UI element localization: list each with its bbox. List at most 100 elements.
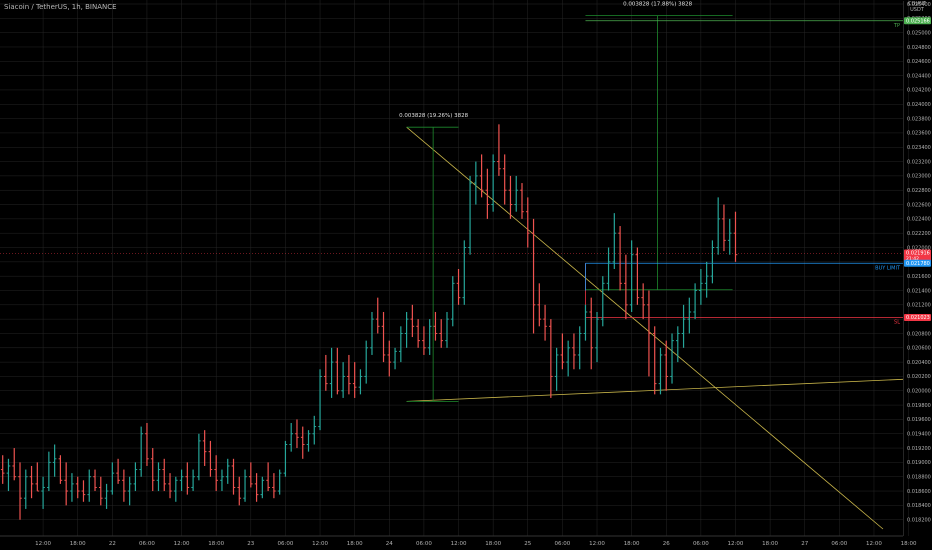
time-tick-label: 18:00: [624, 541, 640, 547]
ohlc-bar: [427, 319, 432, 355]
ohlc-bar: [260, 476, 265, 499]
ohlc-bar: [485, 168, 490, 219]
price-tick-label: 0.023400: [907, 145, 931, 151]
ohlc-bar: [560, 333, 565, 370]
ohlc-bar: [70, 473, 74, 502]
measure-2-label: 0.003828 (17.88%) 3828: [623, 2, 693, 8]
time-tick-label: 22: [109, 541, 116, 547]
ohlc-bar: [237, 476, 242, 506]
ohlc-bar: [508, 175, 513, 219]
ohlc-bar: [537, 283, 542, 327]
ohlc-bar: [341, 362, 345, 398]
price-badge: [904, 249, 931, 262]
time-tick-label: 12:00: [866, 541, 882, 547]
ohlc-bar: [220, 469, 224, 492]
time-tick-label: 25: [524, 541, 531, 547]
price-badge-text: 0.025166: [906, 18, 930, 24]
measure-tool-2: 0.003828 (17.88%) 3828: [585, 2, 733, 291]
ohlc-bar: [295, 419, 299, 449]
time-tick-label: 06:00: [831, 541, 847, 547]
ohlc-bar: [681, 304, 686, 348]
ohlc-bar: [156, 462, 161, 492]
ohlc-bar: [699, 269, 703, 305]
price-badge-text: 0.021916: [906, 251, 930, 257]
price-tick-label: 0.024000: [907, 102, 931, 108]
ohlc-bar: [185, 462, 190, 495]
time-tick-label: 18:00: [901, 541, 917, 547]
ohlc-bar: [710, 240, 715, 284]
ohlc-bar: [98, 476, 103, 506]
ohlc-bar: [393, 347, 397, 370]
ohlc-bar: [225, 458, 230, 484]
ohlc-bar: [249, 462, 253, 488]
ohlc-bar: [658, 347, 663, 395]
price-tick-label: 0.020000: [907, 389, 931, 395]
measure-1-label: 0.003828 (19.26%) 3828: [399, 113, 469, 119]
price-tick-label: 0.019400: [907, 432, 931, 438]
price-scale-divider: [903, 1, 904, 536]
ohlc-bar: [474, 161, 478, 205]
ohlc-bar: [641, 283, 645, 320]
ohlc-bar: [127, 476, 132, 506]
ohlc-bar: [693, 283, 697, 320]
price-tick-label: 0.025000: [907, 30, 931, 36]
trendline-descending: [406, 126, 884, 530]
ohlc-bar: [612, 213, 617, 270]
ohlc-bar: [468, 175, 472, 255]
measure-tool-1: 0.003828 (19.26%) 3828: [399, 113, 469, 402]
price-tick-label: 0.022600: [907, 202, 931, 208]
ohlc-bar: [162, 458, 167, 492]
time-tick-label: 18:00: [485, 541, 501, 547]
ohlc-bar: [87, 469, 92, 502]
ohlc-bar: [110, 462, 115, 495]
ohlc-bar: [595, 311, 599, 363]
ohlc-bar: [416, 319, 420, 348]
ohlc-bar: [93, 469, 97, 492]
ohlc-bar: [6, 458, 11, 492]
ohlc-bar: [139, 426, 143, 477]
time-tick-label: 18:00: [762, 541, 778, 547]
time-tick-label: 06:00: [278, 541, 294, 547]
ohlc-bar: [231, 458, 236, 495]
ohlc-bar: [0, 455, 5, 484]
price-tick-label: 0.018800: [907, 475, 931, 481]
ohlc-bar: [381, 311, 386, 363]
ohlc-bar: [81, 480, 86, 502]
ohlc-bar: [306, 430, 311, 452]
price-tick-label: 0.023800: [907, 116, 931, 122]
ohlc-bar: [266, 462, 270, 492]
ohlc-bar: [52, 444, 57, 477]
price-badge: [904, 17, 931, 25]
price-tick-label: 0.018200: [907, 517, 931, 523]
ohlc-bar: [445, 311, 449, 348]
price-tick-label: 0.020600: [907, 346, 931, 352]
ohlc-bar: [12, 448, 17, 481]
ohlc-bar: [364, 340, 369, 384]
ohlc-bar: [450, 276, 455, 327]
price-tick-label: 0.023000: [907, 174, 931, 180]
ohlc-bar: [324, 354, 328, 391]
ohlc-bar: [116, 458, 120, 484]
ohlc-bar: [312, 415, 317, 445]
time-tick-label: 26: [663, 541, 670, 547]
ohlc-bar: [554, 347, 559, 391]
price-tick-label: 0.021600: [907, 274, 931, 280]
ohlc-bar: [23, 469, 28, 509]
price-tick-label: 0.025400: [907, 2, 931, 8]
price-tick-label: 0.022400: [907, 217, 931, 223]
price-tick-label: 0.018600: [907, 489, 931, 495]
ohlc-bar: [272, 473, 276, 499]
ohlc-bar: [675, 326, 680, 363]
symbol-title: Siacoin / TetherUS, 1h, BINANCE: [4, 3, 117, 11]
ohlc-bar: [41, 476, 45, 509]
price-tick-label: 0.021400: [907, 288, 931, 294]
ohlc-bar: [347, 354, 351, 395]
price-tick-label: 0.019000: [907, 460, 931, 466]
ohlc-bar: [47, 451, 51, 492]
ohlc-bar: [687, 297, 692, 334]
ohlc-bar: [358, 369, 363, 395]
price-badge-text: 0.021023: [906, 315, 930, 321]
price-badge-subtext: 21:42: [906, 256, 919, 262]
time-tick-label: 12:00: [174, 541, 190, 547]
